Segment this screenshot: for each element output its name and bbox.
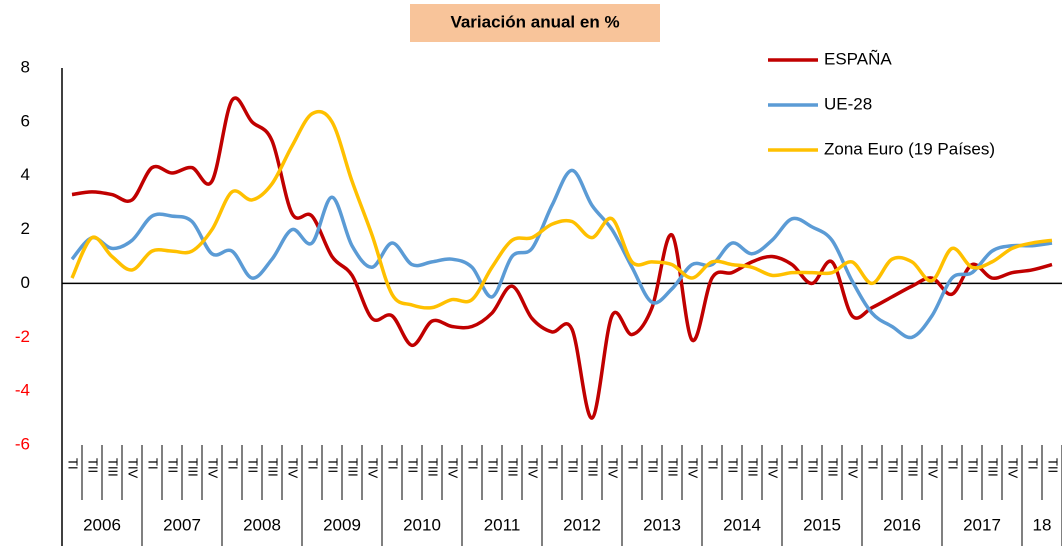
year-label: 2009	[323, 515, 361, 534]
y-tick-label: 4	[21, 165, 30, 184]
year-label: 2010	[403, 515, 441, 534]
x-tick-label: TIV	[766, 458, 781, 479]
year-label: 2016	[883, 515, 921, 534]
x-tick-label: TIII	[666, 458, 681, 477]
year-label: 2017	[963, 515, 1001, 534]
x-tick-label: TII	[166, 458, 181, 473]
x-tick-label: TIII	[186, 458, 201, 477]
x-tick-label: TI	[706, 458, 721, 470]
x-tick-label: TIV	[446, 458, 461, 479]
x-tick-label: TIV	[286, 458, 301, 479]
year-label: 2012	[563, 515, 601, 534]
year-label: 2006	[83, 515, 121, 534]
x-tick-label: TII	[726, 458, 741, 473]
x-tick-label: TIII	[346, 458, 361, 477]
x-tick-label: TIII	[746, 458, 761, 477]
x-tick-label: TII	[566, 458, 581, 473]
x-tick-label: TIII	[106, 458, 121, 477]
x-tick-label: TII	[406, 458, 421, 473]
x-tick-label: TIII	[906, 458, 921, 477]
year-label: 2015	[803, 515, 841, 534]
x-tick-label: TI	[66, 458, 81, 470]
series-line	[71, 96, 1053, 420]
year-label: 2013	[643, 515, 681, 534]
x-tick-label: TII	[486, 458, 501, 473]
x-tick-label: TI	[946, 458, 961, 470]
year-label: 18	[1033, 515, 1052, 534]
legend-label: UE-28	[824, 94, 872, 113]
x-tick-label: TIV	[606, 458, 621, 479]
x-tick-label: TI	[546, 458, 561, 470]
series-line	[70, 109, 1053, 310]
title-box	[410, 4, 660, 42]
x-tick-label: TII	[326, 458, 341, 473]
x-tick-label: TI	[866, 458, 881, 470]
year-label: 2014	[723, 515, 761, 534]
x-tick-label: TIV	[846, 458, 861, 479]
x-tick-label: TIV	[366, 458, 381, 479]
y-tick-label: 2	[21, 219, 30, 238]
x-tick-label: TII	[806, 458, 821, 473]
x-tick-label: TIII	[586, 458, 601, 477]
year-label: 2011	[484, 515, 521, 534]
x-tick-label: TIII	[426, 458, 441, 477]
x-tick-label: TIV	[526, 458, 541, 479]
y-tick-label: -4	[15, 381, 30, 400]
x-tick-label: TII	[246, 458, 261, 473]
x-tick-label: TIII	[266, 458, 281, 477]
x-tick-label: TIV	[206, 458, 221, 479]
x-tick-label: TII	[646, 458, 661, 473]
x-tick-label: TIII	[986, 458, 1001, 477]
x-tick-label: TII	[86, 458, 101, 473]
y-tick-label: 6	[21, 111, 30, 130]
year-label: 2007	[163, 515, 201, 534]
x-tick-label: TI	[466, 458, 481, 470]
chart-title: Variación anual en %	[450, 12, 619, 31]
y-tick-label: -6	[15, 434, 30, 453]
x-tick-label: TII	[966, 458, 981, 473]
x-tick-label: TI	[146, 458, 161, 470]
y-tick-label: -2	[15, 327, 30, 346]
x-tick-label: TI	[786, 458, 801, 470]
x-tick-label: TI	[226, 458, 241, 470]
x-tick-label: TIV	[1006, 458, 1021, 479]
x-tick-label: TIV	[926, 458, 941, 479]
x-tick-label: TIV	[126, 458, 141, 479]
x-tick-label: TI	[626, 458, 641, 470]
y-tick-label: 8	[21, 57, 30, 76]
x-tick-label: TIII	[506, 458, 521, 477]
year-label: 2008	[243, 515, 281, 534]
x-tick-label: TII	[1046, 458, 1061, 473]
x-tick-label: TI	[386, 458, 401, 470]
x-tick-label: TIII	[826, 458, 841, 477]
legend-label: ESPAÑA	[824, 49, 892, 68]
series-line	[70, 168, 1053, 340]
x-tick-label: TII	[886, 458, 901, 473]
x-tick-label: TI	[1026, 458, 1041, 470]
x-tick-label: TIV	[686, 458, 701, 479]
legend-label: Zona Euro (19 Países)	[824, 139, 995, 158]
x-tick-label: TI	[306, 458, 321, 470]
y-tick-label: 0	[21, 273, 30, 292]
